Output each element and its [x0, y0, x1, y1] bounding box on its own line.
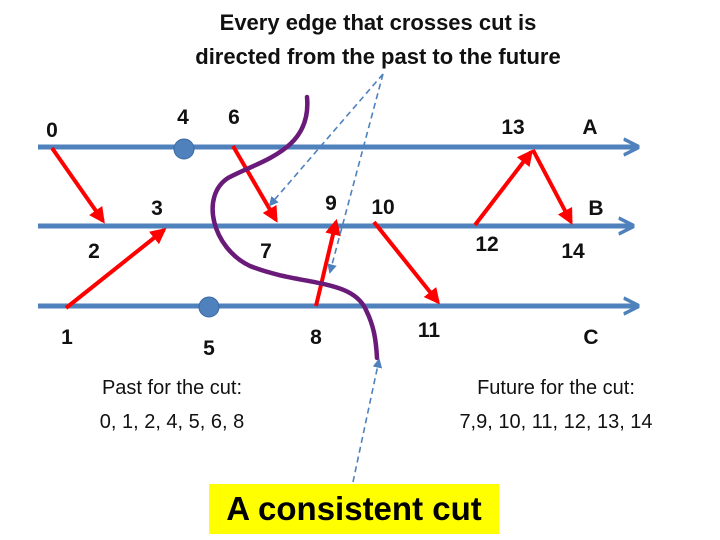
event-label-5: 5 [203, 337, 215, 360]
header-line-2: directed from the past to the future [195, 44, 561, 69]
event-label-4: 4 [177, 106, 189, 129]
event-4-dot [173, 138, 195, 160]
consistent-cut-banner: A consistent cut [209, 484, 499, 534]
message-0-to-2 [50, 146, 105, 224]
event-label-3: 3 [151, 197, 163, 220]
message-13-to-14 [531, 149, 573, 225]
cut-line [210, 94, 380, 361]
future-title: Future for the cut: [477, 377, 635, 399]
event-label-12: 12 [475, 233, 498, 256]
message-6-to-7 [231, 144, 278, 223]
header-line-1: Every edge that crosses cut is [219, 10, 537, 35]
message-12-to-13 [473, 149, 533, 227]
event-label-9: 9 [325, 192, 337, 215]
event-label-10: 10 [371, 196, 394, 219]
process-label-c: C [583, 326, 598, 349]
past-events: 0, 1, 2, 4, 5, 6, 8 [99, 411, 245, 433]
event-label-6: 6 [228, 106, 240, 129]
pointer-to-cut [352, 358, 383, 483]
pointer-to-message-8-9 [327, 73, 384, 274]
message-8-to-9 [314, 218, 341, 307]
process-label-b: B [588, 197, 603, 220]
event-label-11: 11 [418, 319, 441, 342]
event-label-13: 13 [501, 116, 524, 139]
event-label-0: 0 [46, 119, 58, 142]
pointer-to-message-6-7 [268, 73, 384, 207]
event-label-8: 8 [310, 326, 322, 349]
process-label-a: A [582, 116, 597, 139]
message-1-to-3 [64, 228, 167, 310]
event-label-14: 14 [561, 240, 585, 263]
past-title: Past for the cut: [101, 377, 243, 399]
event-5-dot [198, 296, 220, 318]
message-10-to-11 [372, 220, 440, 305]
future-events: 7,9, 10, 11, 12, 13, 14 [459, 411, 653, 433]
event-label-7: 7 [260, 240, 272, 263]
event-label-1: 1 [61, 326, 73, 349]
event-label-2: 2 [88, 240, 100, 263]
